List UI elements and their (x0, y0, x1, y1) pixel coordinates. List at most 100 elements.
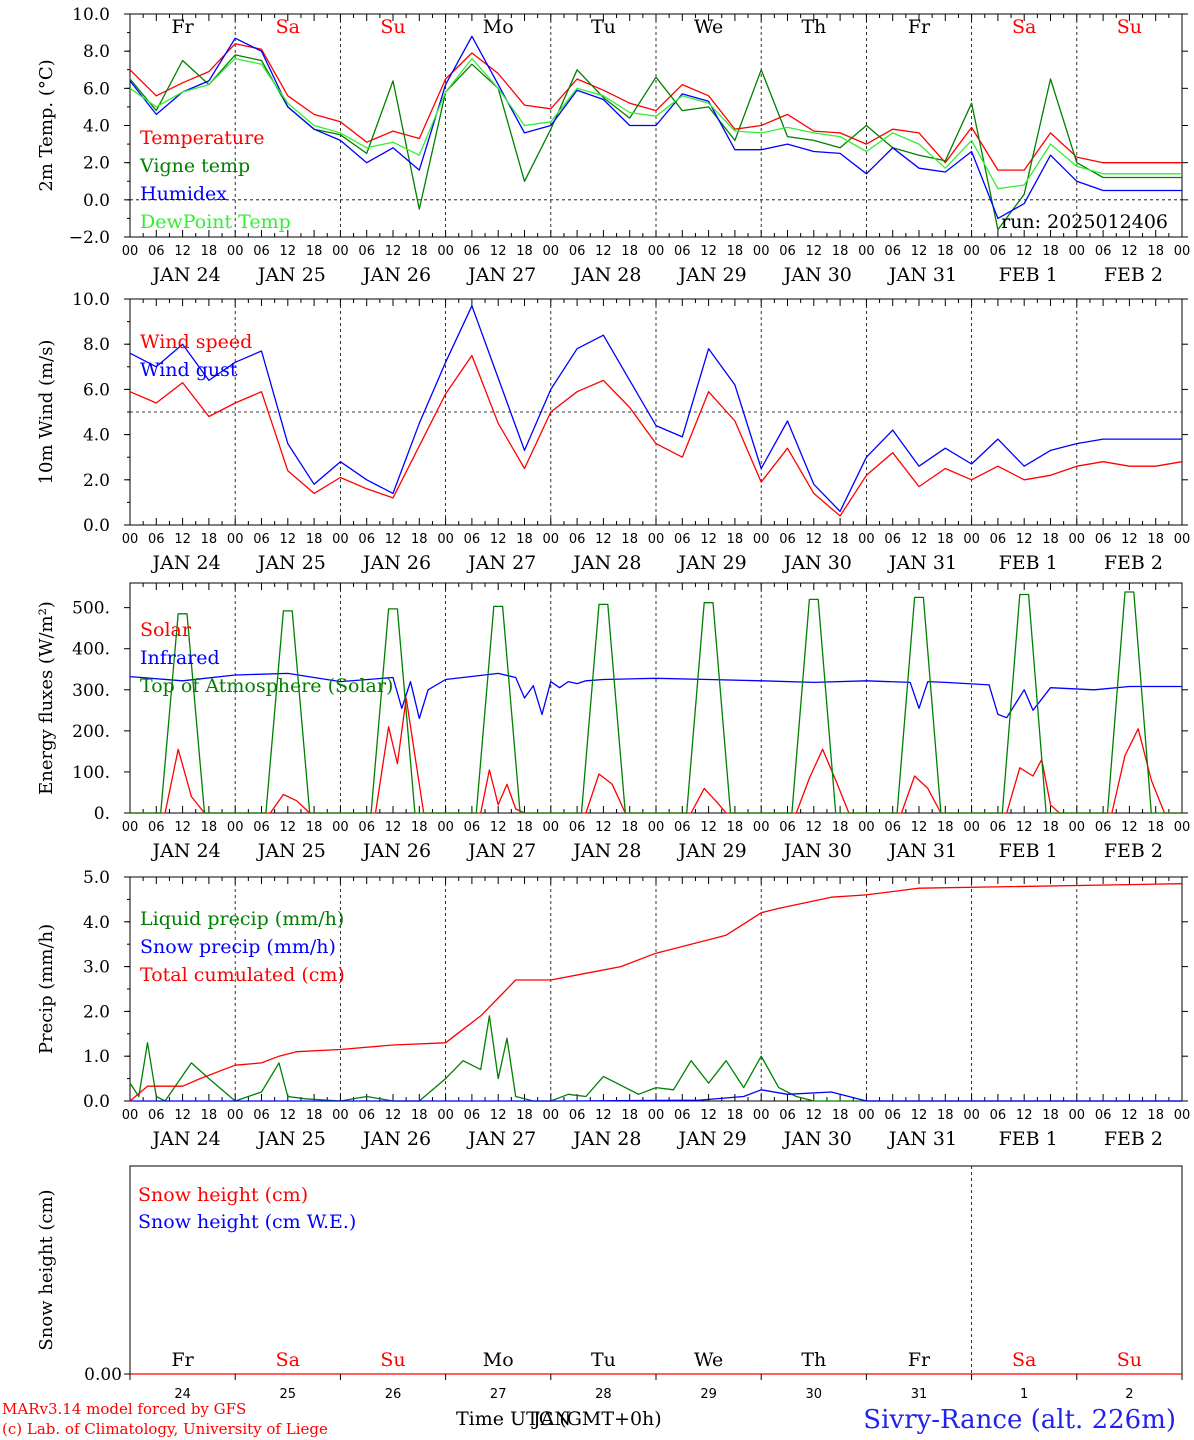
hour-label: 00 (122, 820, 139, 835)
hour-label: 12 (385, 532, 402, 547)
date-label: JAN 26 (361, 1128, 431, 1150)
hour-label: 06 (358, 820, 375, 835)
hour-label: 00 (122, 1108, 139, 1123)
hour-label: 18 (516, 532, 533, 547)
date-label: JAN 26 (361, 552, 431, 574)
legend-entry: Snow height (cm) (138, 1184, 308, 1206)
y-axis-label: Precip (mm/h) (36, 924, 57, 1054)
hour-label: 12 (806, 1108, 823, 1123)
weekday-label: Tu (591, 1349, 616, 1371)
hour-label: 18 (1042, 244, 1059, 259)
hour-label: 06 (464, 244, 481, 259)
hour-label: 18 (727, 1108, 744, 1123)
hour-label: 18 (201, 244, 218, 259)
hour-label: 00 (858, 1108, 875, 1123)
weekday-label: Su (1117, 16, 1142, 38)
hour-label: 06 (884, 532, 901, 547)
weekday-label: Su (380, 16, 405, 38)
day-number: 28 (595, 1387, 612, 1402)
panel-2: 10m Wind (m/s) 10.0 8.0 6.0 4.0 2.0 0.0 00 06 12 1… (36, 290, 1190, 574)
hour-label: 12 (595, 1108, 612, 1123)
hour-label: 06 (674, 820, 691, 835)
x-axis-title-overlap: JAN (531, 1408, 571, 1430)
y-tick-label: 8.0 (83, 335, 110, 355)
hour-label: 00 (648, 1108, 665, 1123)
hour-label: 06 (674, 1108, 691, 1123)
hour-label: 12 (385, 820, 402, 835)
y-tick-label: 0.0 (83, 191, 110, 211)
hour-label: 00 (963, 244, 980, 259)
hour-label: 18 (937, 1108, 954, 1123)
hour-label: 12 (595, 820, 612, 835)
hour-label: 18 (411, 1108, 428, 1123)
series-line-2 (129, 672, 1182, 720)
legend-entry: Solar (140, 619, 192, 641)
hour-label: 00 (753, 532, 770, 547)
hour-label: 06 (884, 1108, 901, 1123)
run-label: run: 2025012406 (1001, 211, 1168, 233)
hour-label: 12 (174, 820, 191, 835)
hour-label: 06 (358, 244, 375, 259)
hour-label: 18 (516, 820, 533, 835)
y-tick-label: −2.0 (69, 228, 110, 248)
hour-label: 12 (700, 244, 717, 259)
hour-label: 00 (332, 244, 349, 259)
y-tick-label: 2.0 (83, 154, 110, 174)
weekday-label: Fr (908, 1349, 931, 1371)
y-tick-label: 6.0 (83, 79, 110, 99)
y-tick-label: 0.0 (83, 1092, 110, 1112)
weekday-label: We (694, 1349, 723, 1371)
model-credit: MARv3.14 model forced by GFS (2, 1400, 246, 1418)
date-label: JAN 31 (887, 1128, 957, 1150)
date-label: JAN 30 (782, 840, 852, 862)
hour-label: 00 (332, 532, 349, 547)
hour-label: 18 (306, 1108, 323, 1123)
hour-label: 18 (937, 820, 954, 835)
weekday-label: Th (801, 1349, 826, 1371)
panel-1: 2m Temp. (°C) 10.0 8.0 6.0 4.0 2.0 0.0 −2.0 00 06… (36, 5, 1190, 286)
legend-entry: Snow precip (mm/h) (140, 936, 336, 958)
series-line-4 (129, 57, 1182, 190)
date-label: JAN 29 (677, 840, 747, 862)
hour-label: 00 (1069, 244, 1086, 259)
hour-label: 06 (569, 1108, 586, 1123)
hour-label: 06 (464, 820, 481, 835)
y-axis-label: Snow height (cm) (36, 1189, 57, 1350)
date-label: JAN 26 (361, 840, 431, 862)
date-label: JAN 29 (677, 264, 747, 286)
hour-label: 18 (306, 244, 323, 259)
hour-label: 00 (227, 244, 244, 259)
hour-label: 18 (411, 244, 428, 259)
hour-label: 06 (779, 1108, 796, 1123)
date-label: FEB 1 (999, 840, 1058, 862)
series-line-3 (129, 35, 1182, 220)
hour-label: 06 (674, 532, 691, 547)
date-label: JAN 26 (361, 264, 431, 286)
day-number: 30 (806, 1387, 823, 1402)
hour-label: 12 (490, 1108, 507, 1123)
hour-label: 12 (911, 244, 928, 259)
footer: MARv3.14 model forced by GFS (c) Lab. of … (2, 1400, 1176, 1438)
date-label: JAN 24 (151, 1128, 221, 1150)
legend-entry: Vigne temp (139, 155, 250, 177)
hour-label: 06 (884, 244, 901, 259)
hour-label: 00 (753, 244, 770, 259)
weekday-label: Fr (171, 16, 194, 38)
date-label: JAN 30 (782, 1128, 852, 1150)
y-tick-label: 0.00 (84, 1365, 122, 1385)
y-tick-label: 0. (94, 804, 110, 824)
hour-label: 18 (621, 820, 638, 835)
hour-label: 06 (464, 532, 481, 547)
date-label: JAN 24 (151, 264, 221, 286)
hour-label: 18 (516, 244, 533, 259)
date-label: JAN 30 (782, 264, 852, 286)
date-label: JAN 28 (571, 552, 641, 574)
hour-label: 12 (490, 820, 507, 835)
y-tick-label: 0.0 (83, 516, 110, 536)
hour-label: 06 (148, 532, 165, 547)
hour-label: 06 (253, 1108, 270, 1123)
hour-label: 00 (437, 1108, 454, 1123)
hour-label: 18 (1147, 1108, 1164, 1123)
hour-label: 12 (385, 1108, 402, 1123)
